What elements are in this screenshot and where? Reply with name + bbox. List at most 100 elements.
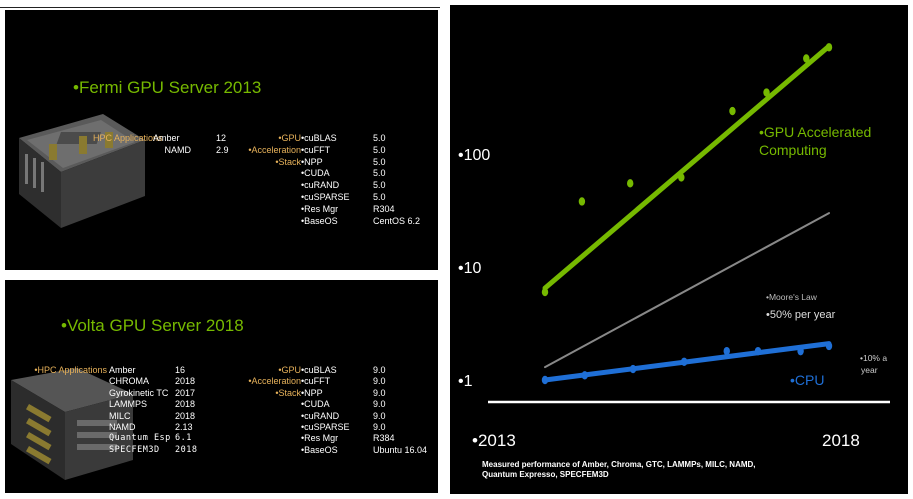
stack-label: •GPU <box>278 133 301 143</box>
series-0-point <box>627 179 634 188</box>
app-name: Quantum Esp <box>109 433 171 444</box>
stack-item-version: 5.0 <box>373 192 386 202</box>
app-name: NAMD <box>109 422 136 432</box>
app-name: LAMMPS <box>109 399 148 410</box>
stack-item-name: •cuBLAS <box>301 133 337 143</box>
series-0-trend-line <box>542 43 832 291</box>
stack-item-version: 5.0 <box>373 156 386 167</box>
moores-law-label: •Moore's Law <box>766 292 818 302</box>
app-name: Gyrokinetic TC <box>109 387 169 398</box>
gpu-series-label: •GPU Accelerated <box>759 124 871 140</box>
app-name: MILC <box>109 410 131 421</box>
x-tick-label: •2013 <box>472 431 516 450</box>
top-rule <box>0 7 440 8</box>
app-version: 2018 <box>175 444 198 455</box>
app-name: CHROMA <box>109 376 149 387</box>
stack-item-name: •cuRAND <box>301 180 340 191</box>
x-tick-label: 2018 <box>822 431 860 450</box>
stack-label: •Stack <box>275 387 301 398</box>
stack-item-version: 5.0 <box>373 144 386 155</box>
performance-chart-panel: •1 •10 •100 •2013 2018 •GPU Accelerated Comput… <box>450 5 908 494</box>
stack-item-name: •NPP <box>301 156 323 167</box>
series-1-point <box>825 341 833 351</box>
y-tick-label: •1 <box>458 373 473 390</box>
app-version: 16 <box>175 365 186 375</box>
stack-item-name: •cuBLAS <box>301 365 337 375</box>
series-0-point <box>803 54 810 63</box>
stack-item-name: •BaseOS <box>301 444 338 455</box>
performance-chart: •1 •10 •100 •2013 2018 •GPU Accelerated Comput… <box>458 43 890 450</box>
stack-item-version: R304 <box>373 203 395 214</box>
fermi-hpc-label: HPC Applications <box>93 133 163 143</box>
stack-item-version: 5.0 <box>373 168 386 179</box>
app-name: Amber <box>109 365 136 375</box>
stack-item-name: •cuFFT <box>301 376 331 387</box>
series-1-point <box>723 346 730 356</box>
series-2-trend-line <box>544 212 830 369</box>
stack-item-version: R384 <box>373 433 395 444</box>
series-1-point <box>680 357 688 366</box>
volta-hpc-label: •HPC Applications <box>34 365 107 375</box>
series-1-point <box>629 364 637 374</box>
app-version: 2018 <box>175 399 196 410</box>
chart-caption: Measured performance of Amber, Chroma, G… <box>482 460 882 480</box>
stack-item-name: •Res Mgr <box>301 203 339 214</box>
stack-item-name: •cuRAND <box>301 410 340 421</box>
series-1-point <box>797 346 804 356</box>
fermi-server-panel: •Fermi GPU Server 2013 HPC Applications … <box>5 10 438 270</box>
stack-item-version: 5.0 <box>373 133 386 143</box>
stack-item-name: •cuSPARSE <box>301 422 350 432</box>
caption-line-1: Measured performance of Amber, Chroma, G… <box>482 460 756 469</box>
stack-item-name: •CUDA <box>301 168 330 179</box>
stack-item-name: •CUDA <box>301 399 330 410</box>
stack-item-name: •cuFFT <box>301 144 331 155</box>
growth-rate-label: •50% per year <box>766 309 836 321</box>
stack-item-version: 9.0 <box>373 410 386 421</box>
series-0-point <box>763 88 770 97</box>
app-version: 6.1 <box>175 433 192 444</box>
series-0-point <box>578 197 586 206</box>
stack-label: •Acceleration <box>248 144 301 155</box>
stack-item-name: •Res Mgr <box>301 433 339 444</box>
app-name: NAMD <box>164 144 192 155</box>
fermi-title: •Fermi GPU Server 2013 <box>73 78 262 97</box>
y-tick-label: •100 <box>458 147 490 164</box>
series-1-point <box>541 375 549 385</box>
series-0-point <box>678 173 685 182</box>
series-0-point <box>825 43 833 52</box>
stack-item-version: 9.0 <box>373 399 386 410</box>
cpu-rate-label: •10% a <box>860 353 887 363</box>
stack-item-version: 9.0 <box>373 387 386 398</box>
series-0-point <box>541 287 549 297</box>
stack-item-name: •NPP <box>301 387 323 398</box>
app-version: 2018 <box>175 410 196 421</box>
stack-item-version: CentOS 6.2 <box>373 215 421 226</box>
stack-item-name: •BaseOS <box>301 215 338 226</box>
stack-item-version: 5.0 <box>373 180 386 191</box>
volta-server-image <box>11 368 133 480</box>
app-version: 12 <box>216 133 227 143</box>
app-version: 2017 <box>175 387 196 398</box>
app-version: 2.9 <box>216 144 229 155</box>
caption-line-2: Quantum Expresso, SPECFEM3D <box>482 470 609 479</box>
stack-label: •Stack <box>275 156 301 167</box>
stack-label: •Acceleration <box>248 376 301 387</box>
app-version: 2018 <box>175 376 196 387</box>
stack-item-version: Ubuntu 16.04 <box>373 444 428 455</box>
cpu-series-label: •CPU <box>790 372 824 388</box>
series-0-point <box>729 106 736 116</box>
stack-item-version: 9.0 <box>373 422 386 432</box>
fermi-server-image <box>19 114 145 228</box>
stack-item-version: 9.0 <box>373 376 386 387</box>
series-1-point <box>581 371 588 380</box>
volta-title: •Volta GPU Server 2018 <box>61 316 244 335</box>
gpu-series-label: Computing <box>759 142 827 158</box>
volta-server-panel: •Volta GPU Server 2018 •HPC Applications… <box>5 280 438 493</box>
app-name: Amber <box>153 133 180 143</box>
y-tick-label: •10 <box>458 260 482 277</box>
app-name: SPECFEM3D <box>109 444 160 455</box>
stack-item-version: 9.0 <box>373 365 386 375</box>
cpu-rate-label: year <box>861 365 878 375</box>
stack-label: •GPU <box>278 365 301 375</box>
stack-item-name: •cuSPARSE <box>301 192 350 202</box>
